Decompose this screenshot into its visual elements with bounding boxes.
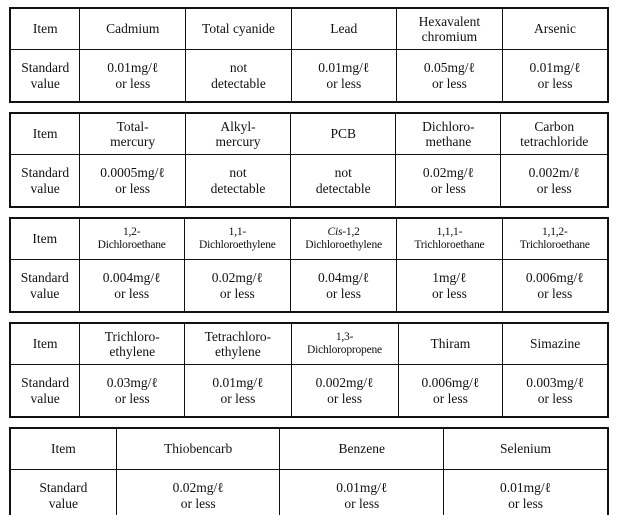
item-row: Item 1,2- Dichloroethane 1,1- Dichloroethy… (9, 217, 609, 260)
standard-value-cell: 0.01mg/ℓ or less (279, 469, 445, 515)
item-name-cell: PCB (290, 112, 397, 155)
item-row: Item Thiobencarb Benzene Selenium (9, 427, 609, 470)
item-name-cell: Lead (290, 7, 397, 50)
item-name-cell: Benzene (279, 427, 445, 470)
standard-value-cell: 0.02mg/ℓ or less (395, 154, 502, 208)
standard-value-cell: 0.004mg/ℓ or less (78, 259, 185, 313)
item-name-cell: Cis-1,2 Dichloroethylene (289, 217, 398, 260)
standard-value-row-label-cell: Standard value (9, 154, 81, 208)
item-name-cell: Tetrachloro- ethylene (184, 322, 292, 365)
item-name-cell: 1,1,2- Trichloroethane (501, 217, 609, 260)
item-name-cell: 1,1,1- Trichloroethane (396, 217, 503, 260)
standards-table-2: Item Total- mercury Alkyl- mercury PCB Dichl… (9, 112, 609, 208)
standards-table-1: Item Cadmium Total cyanide Lead Hexavalent c… (9, 7, 609, 103)
item-row-label-cell: Item (9, 7, 81, 50)
item-name-cell: Dichloro- methane (395, 112, 502, 155)
standard-value-row-label-cell: Standard value (9, 469, 117, 515)
standard-value-cell: 0.002mg/ℓ or less (290, 364, 399, 418)
standard-value-cell: 0.03mg/ℓ or less (79, 364, 186, 418)
item-name-cell: Thiram (397, 322, 504, 365)
standard-value-row-label-cell: Standard value (9, 364, 81, 418)
item-name-cell: Cadmium (79, 7, 187, 50)
item-name-cell: Alkyl- mercury (184, 112, 292, 155)
item-row-label-cell: Item (9, 322, 81, 365)
standard-value-cell: 0.0005mg/ℓ or less (79, 154, 186, 208)
standards-table-3: Item 1,2- Dichloroethane 1,1- Dichloroethy… (9, 217, 609, 313)
item-row: Item Trichloro- ethylene Tetrachloro- ethy… (9, 322, 609, 365)
item-row-label-cell: Item (9, 217, 80, 260)
standard-value-cell: 0.01mg/ℓ or less (290, 49, 397, 103)
item-name-cell: Trichloro- ethylene (79, 322, 186, 365)
item-name-cell: Total- mercury (79, 112, 186, 155)
standard-value-row: Standard value 0.004mg/ℓ or less 0.02mg/ℓ … (9, 259, 609, 313)
standards-table-4: Item Trichloro- ethylene Tetrachloro- ethy… (9, 322, 609, 418)
standard-value-row-label-cell: Standard value (9, 259, 80, 313)
standard-value-cell: 0.01mg/ℓ or less (184, 364, 292, 418)
item-name-cell: 1,1- Dichloroethylene (183, 217, 291, 260)
item-row: Item Total- mercury Alkyl- mercury PCB Dichl… (9, 112, 609, 155)
standard-value-cell: 1mg/ℓ or less (396, 259, 503, 313)
standards-tables-container: Item Cadmium Total cyanide Lead Hexavalent c… (9, 7, 609, 515)
standard-value-row: Standard value 0.02mg/ℓ or less 0.01mg/ℓ o… (9, 469, 609, 515)
standard-value-cell: 0.002m/ℓ or less (500, 154, 609, 208)
item-name-cell: Hexavalent chromium (395, 7, 504, 50)
standard-value-row-label-cell: Standard value (9, 49, 81, 103)
standard-value-cell: 0.05mg/ℓ or less (395, 49, 504, 103)
standard-value-cell: 0.01mg/ℓ or less (502, 49, 609, 103)
item-name-cell: Total cyanide (185, 7, 292, 50)
item-name-cell: 1,2- Dichloroethane (78, 217, 185, 260)
item-name-cell: Carbon tetrachloride (500, 112, 609, 155)
item-row-label-cell: Item (9, 112, 81, 155)
standard-value-row: Standard value 0.0005mg/ℓ or less not dete… (9, 154, 609, 208)
standard-value-cell: 0.02mg/ℓ or less (183, 259, 291, 313)
item-name-cell: Simazine (502, 322, 609, 365)
standard-value-cell: 0.01mg/ℓ or less (443, 469, 609, 515)
item-name-cell: 1,3- Dichloropropene (290, 322, 399, 365)
standard-value-cell: not detectable (184, 154, 292, 208)
item-name-cell: Selenium (443, 427, 609, 470)
standard-value-row: Standard value 0.03mg/ℓ or less 0.01mg/ℓ o… (9, 364, 609, 418)
standard-value-cell: not detectable (290, 154, 397, 208)
item-name-cell: Arsenic (502, 7, 609, 50)
standard-value-cell: not detectable (185, 49, 292, 103)
standard-value-cell: 0.003mg/ℓ or less (502, 364, 609, 418)
standard-value-cell: 0.02mg/ℓ or less (115, 469, 281, 515)
standard-value-cell: 0.04mg/ℓ or less (289, 259, 398, 313)
item-name-cell: Thiobencarb (115, 427, 281, 470)
standards-table-5: Item Thiobencarb Benzene Selenium Standard v… (9, 427, 609, 515)
item-row: Item Cadmium Total cyanide Lead Hexavalent c… (9, 7, 609, 50)
standard-value-cell: 0.006mg/ℓ or less (501, 259, 609, 313)
item-row-label-cell: Item (9, 427, 117, 470)
standard-value-cell: 0.01mg/ℓ or less (79, 49, 187, 103)
standard-value-row: Standard value 0.01mg/ℓ or less not detect… (9, 49, 609, 103)
standard-value-cell: 0.006mg/ℓ or less (397, 364, 504, 418)
